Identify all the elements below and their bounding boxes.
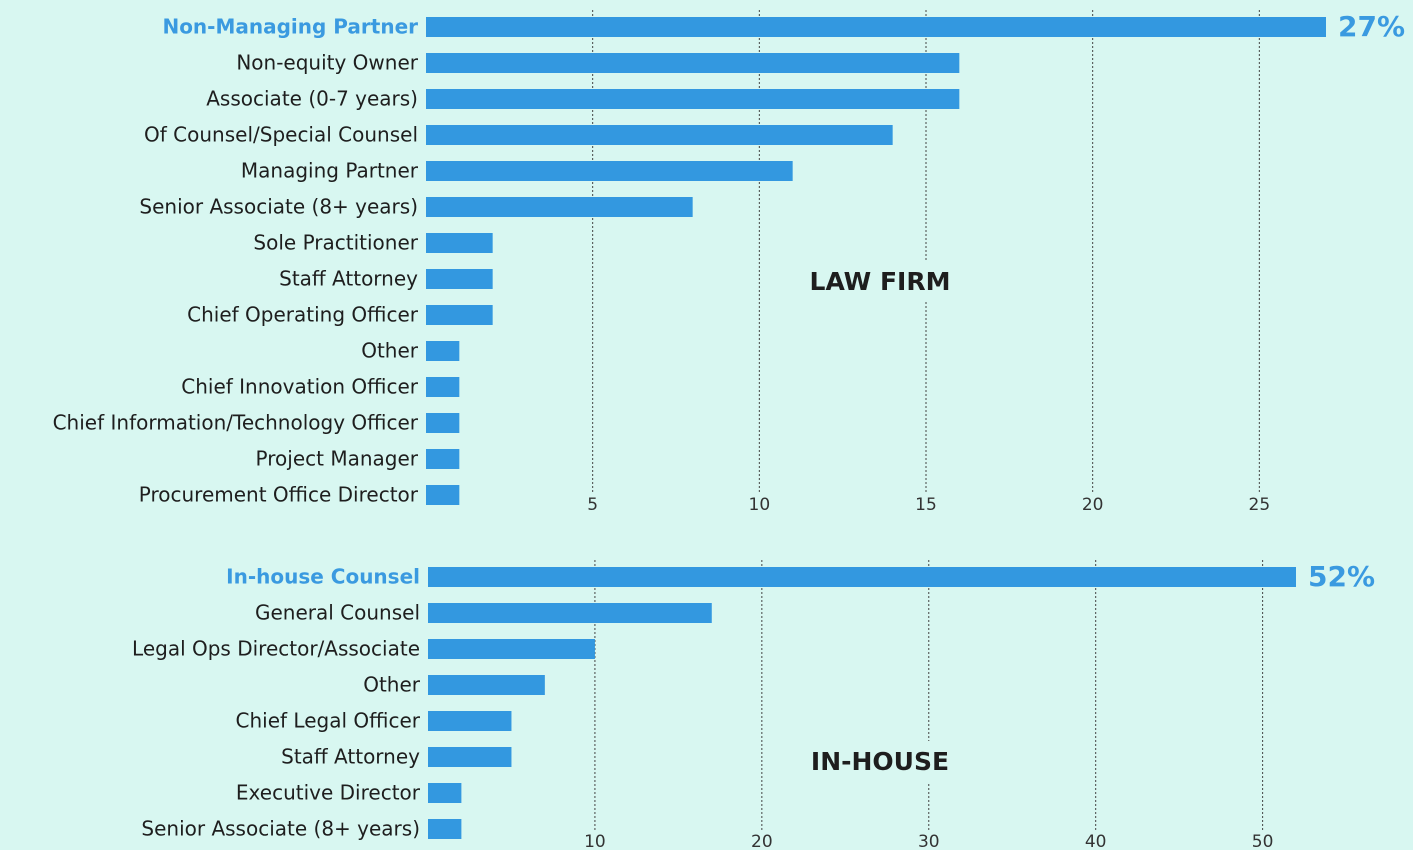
category-label: Chief Operating Officer [187,303,419,327]
bar [426,197,693,217]
category-label: General Counsel [255,601,420,625]
category-label: Procurement Office Director [139,483,419,507]
category-label: Other [363,673,421,697]
bar [428,675,545,695]
bar [428,639,595,659]
x-tick-label: 10 [749,495,771,515]
bar [426,125,893,145]
bar [426,233,493,253]
category-label: Other [361,339,419,363]
bar [426,269,493,289]
bar [426,341,460,361]
bar [426,485,460,505]
bar [426,377,460,397]
bar [426,17,1326,37]
bar [426,449,460,469]
x-tick-label: 40 [1085,832,1107,850]
bar [426,89,960,109]
label-bg [803,261,957,302]
bar [426,161,793,181]
category-label: Of Counsel/Special Counsel [144,123,418,147]
bar [426,413,460,433]
category-label: Chief Information/Technology Officer [53,411,419,435]
category-label: Senior Associate (8+ years) [139,195,418,219]
label-bg [804,741,956,782]
value-label: 52% [1308,560,1375,593]
category-label: Chief Innovation Officer [181,375,419,399]
bar [428,603,712,623]
bar [426,305,493,325]
bar [426,53,960,73]
category-label: Staff Attorney [281,745,420,769]
category-label: In-house Counsel [226,565,420,589]
value-label: 27% [1338,10,1405,43]
category-label: Non-Managing Partner [162,15,418,39]
category-label: Managing Partner [241,159,419,183]
category-label: Project Manager [256,447,419,471]
x-tick-label: 10 [584,832,606,850]
category-label: Non-equity Owner [236,51,418,75]
x-tick-label: 25 [1249,495,1271,515]
bar [428,819,462,839]
x-tick-label: 20 [1082,495,1104,515]
bar [428,783,462,803]
category-label: Staff Attorney [279,267,418,291]
x-tick-label: 15 [915,495,937,515]
section-label: IN-HOUSE [811,747,949,776]
category-label: Associate (0-7 years) [206,87,418,111]
x-tick-label: 50 [1252,832,1274,850]
category-label: Senior Associate (8+ years) [141,817,420,841]
bar [428,711,512,731]
x-tick-label: 30 [918,832,940,850]
category-label: Chief Legal Officer [236,709,421,733]
category-label: Legal Ops Director/Associate [132,637,420,661]
x-tick-label: 5 [587,495,598,515]
section-label: LAW FIRM [810,267,951,296]
x-tick-label: 20 [751,832,773,850]
category-label: Executive Director [236,781,421,805]
category-label: Sole Practitioner [253,231,418,255]
bar [428,747,512,767]
bar [428,567,1296,587]
